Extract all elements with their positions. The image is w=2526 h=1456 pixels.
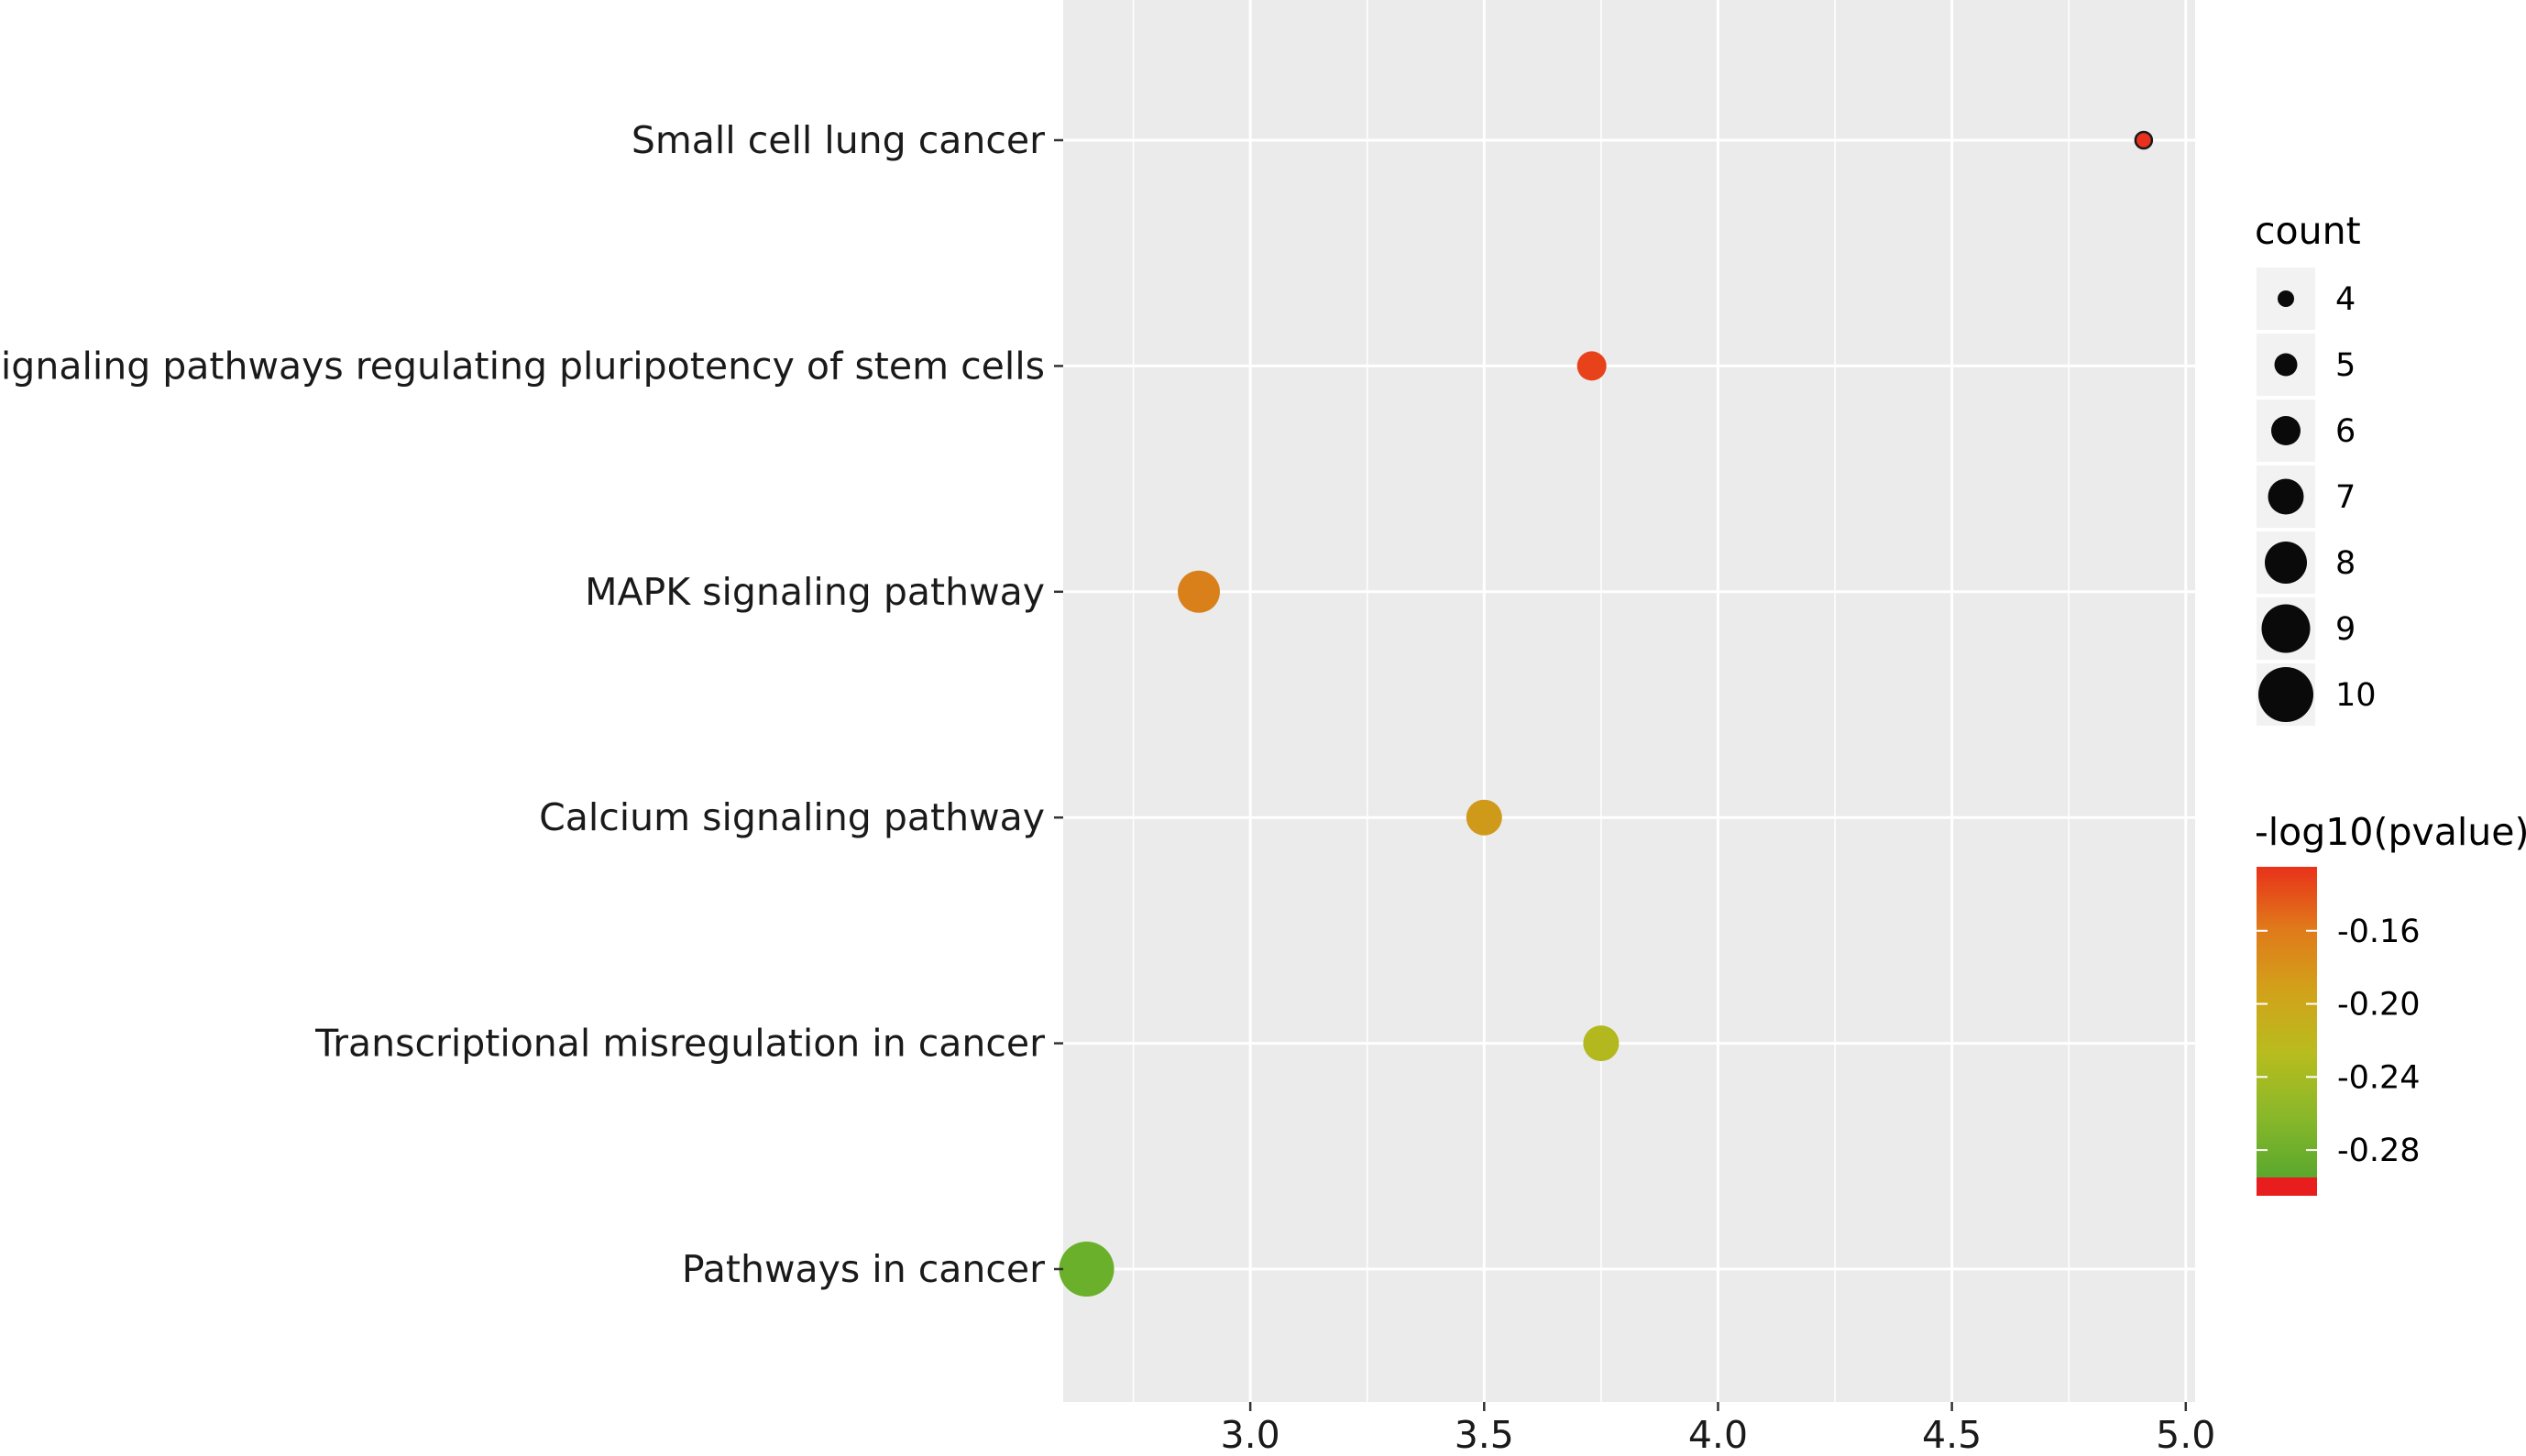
colorbar-tick-label: -0.16 (2337, 914, 2421, 950)
size-legend-dot (2274, 353, 2298, 377)
y-tick-label: Pathways in cancer (682, 1247, 1045, 1291)
size-legend-label: 10 (2335, 677, 2377, 714)
minor-gridlines (1132, 0, 2070, 1402)
y-tick-label: Calcium signaling pathway (539, 795, 1045, 839)
x-tick-label: 4.0 (1688, 1413, 1748, 1456)
x-tick-label: 5.0 (2156, 1413, 2215, 1456)
colorbar-tick-label: -0.24 (2337, 1059, 2421, 1096)
x-axis: 3.0 3.5 4.0 4.5 5.0 (1221, 1402, 2215, 1456)
size-legend-label: 8 (2335, 545, 2356, 582)
size-legend-label: 6 (2335, 413, 2356, 450)
size-legend-title: count (2255, 209, 2361, 253)
size-legend-label: 9 (2335, 611, 2356, 648)
data-point (1466, 799, 1502, 836)
data-point (1059, 1242, 1115, 1297)
colorbar-tick-label: -0.28 (2337, 1133, 2421, 1169)
size-legend: count 4 5 6 7 8 9 10 (2255, 209, 2377, 726)
color-legend-title: -log10(pvalue) (2255, 810, 2526, 854)
size-legend-dot (2271, 416, 2301, 445)
colorbar-na-band (2257, 1177, 2317, 1196)
major-gridlines (1063, 0, 2195, 1402)
y-tick-label: Small cell lung cancer (632, 118, 1045, 162)
x-tick-label: 3.0 (1221, 1413, 1280, 1456)
y-axis: Small cell lung cancer Signaling pathways… (0, 118, 1063, 1291)
data-point (2134, 130, 2154, 150)
x-tick-label: 4.5 (1922, 1413, 1982, 1456)
size-legend-dot (2268, 478, 2304, 515)
size-legend-dot (2258, 667, 2313, 722)
colorbar-tick-label: -0.20 (2337, 987, 2421, 1024)
data-point (1177, 570, 1220, 613)
x-tick-label: 3.5 (1455, 1413, 1514, 1456)
data-points (1059, 130, 2154, 1297)
data-point (1583, 1025, 1620, 1062)
size-legend-label: 7 (2335, 479, 2356, 516)
y-tick-label: Signaling pathways regulating pluripoten… (0, 344, 1045, 388)
size-legend-dot (2265, 542, 2307, 584)
color-legend: -log10(pvalue) -0.16 -0.20 -0.24 -0.28 (2255, 810, 2526, 1196)
size-legend-dot (2278, 290, 2294, 307)
size-legend-label: 4 (2335, 281, 2356, 318)
size-legend-label: 5 (2335, 347, 2356, 384)
colorbar (2257, 867, 2317, 1177)
y-tick-label: MAPK signaling pathway (585, 570, 1045, 614)
data-point (1576, 351, 1607, 381)
size-legend-dot (2261, 604, 2311, 653)
y-tick-label: Transcriptional misregulation in cancer (314, 1022, 1045, 1066)
plot-panel (1063, 0, 2195, 1402)
